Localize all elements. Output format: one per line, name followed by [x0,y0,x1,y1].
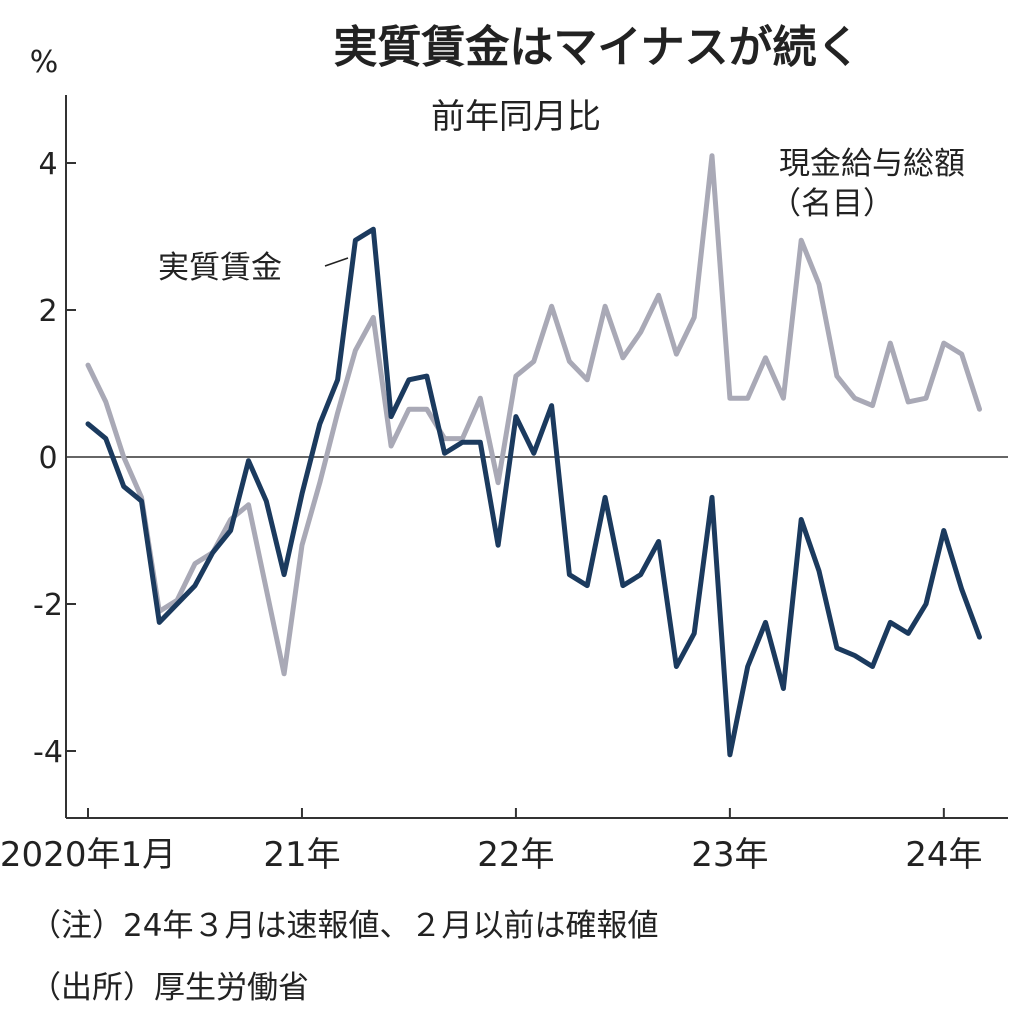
series-label-leader [324,257,349,267]
chart-title: 実質賃金はマイナスが続く [333,22,860,73]
y-axis-unit: % [30,45,59,80]
x-tick-label: 24年 [905,835,982,875]
note-text: （注）24年３月は速報値、２月以前は確報値 [30,908,658,944]
x-tick-label: 21年 [263,835,340,875]
y-tick-label: 2 [38,294,57,329]
series-line-real [85,226,982,758]
x-tick-label: 2020年1月 [0,835,176,875]
y-tick-label: -2 [33,588,63,623]
x-tick-label: 23年 [691,835,768,875]
y-tick-label: 0 [38,441,57,476]
chart-subtitle: 前年同月比 [431,97,601,137]
x-tick-label: 22年 [477,835,554,875]
y-tick-label: -4 [33,735,63,770]
y-tick-label: 4 [38,147,57,182]
series-line-nominal [85,153,982,677]
series-label-nominal-line1: 現金給与総額 [779,146,965,182]
series-label-real: 実質賃金 [158,250,282,286]
source-text: （出所）厚生労働省 [30,970,309,1006]
series-label-nominal-line2: （名目） [770,186,894,222]
